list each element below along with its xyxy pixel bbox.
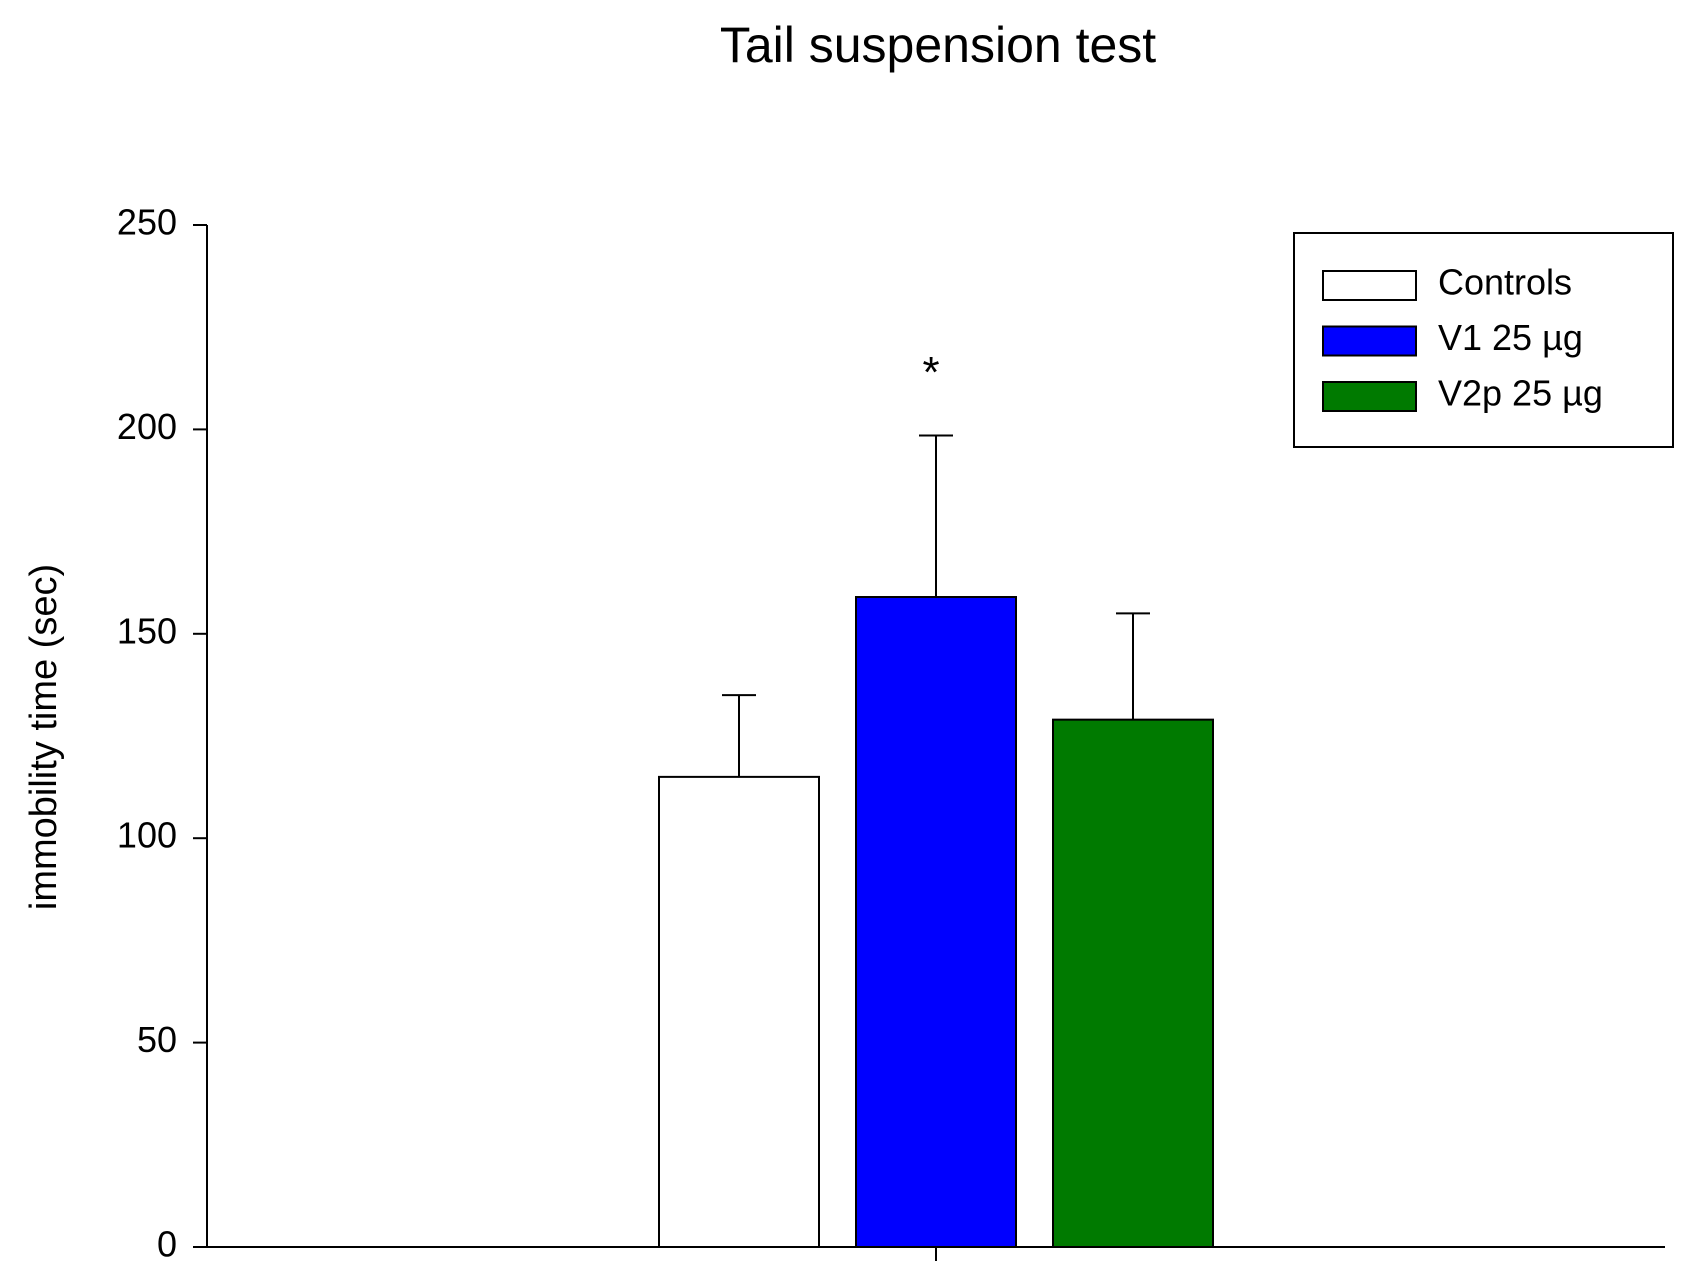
legend-swatch bbox=[1322, 270, 1417, 301]
y-tick-label: 100 bbox=[117, 815, 177, 856]
y-tick-label: 150 bbox=[117, 610, 177, 651]
annotation: * bbox=[922, 348, 939, 397]
bar bbox=[1052, 718, 1214, 1248]
legend-label: V2p 25 µg bbox=[1438, 373, 1603, 414]
legend-label: V1 25 µg bbox=[1438, 317, 1583, 358]
y-axis-label: immobility time (sec) bbox=[23, 564, 65, 910]
y-tick-label: 250 bbox=[117, 202, 177, 243]
bar bbox=[855, 596, 1017, 1248]
chart-title: Tail suspension test bbox=[720, 17, 1156, 73]
legend-swatch bbox=[1322, 325, 1417, 357]
y-tick-label: 200 bbox=[117, 406, 177, 447]
y-tick-label: 50 bbox=[137, 1019, 177, 1060]
bar bbox=[658, 775, 820, 1248]
legend-label: Controls bbox=[1438, 262, 1572, 303]
legend-swatch bbox=[1322, 381, 1417, 412]
y-tick-label: 0 bbox=[157, 1224, 177, 1265]
